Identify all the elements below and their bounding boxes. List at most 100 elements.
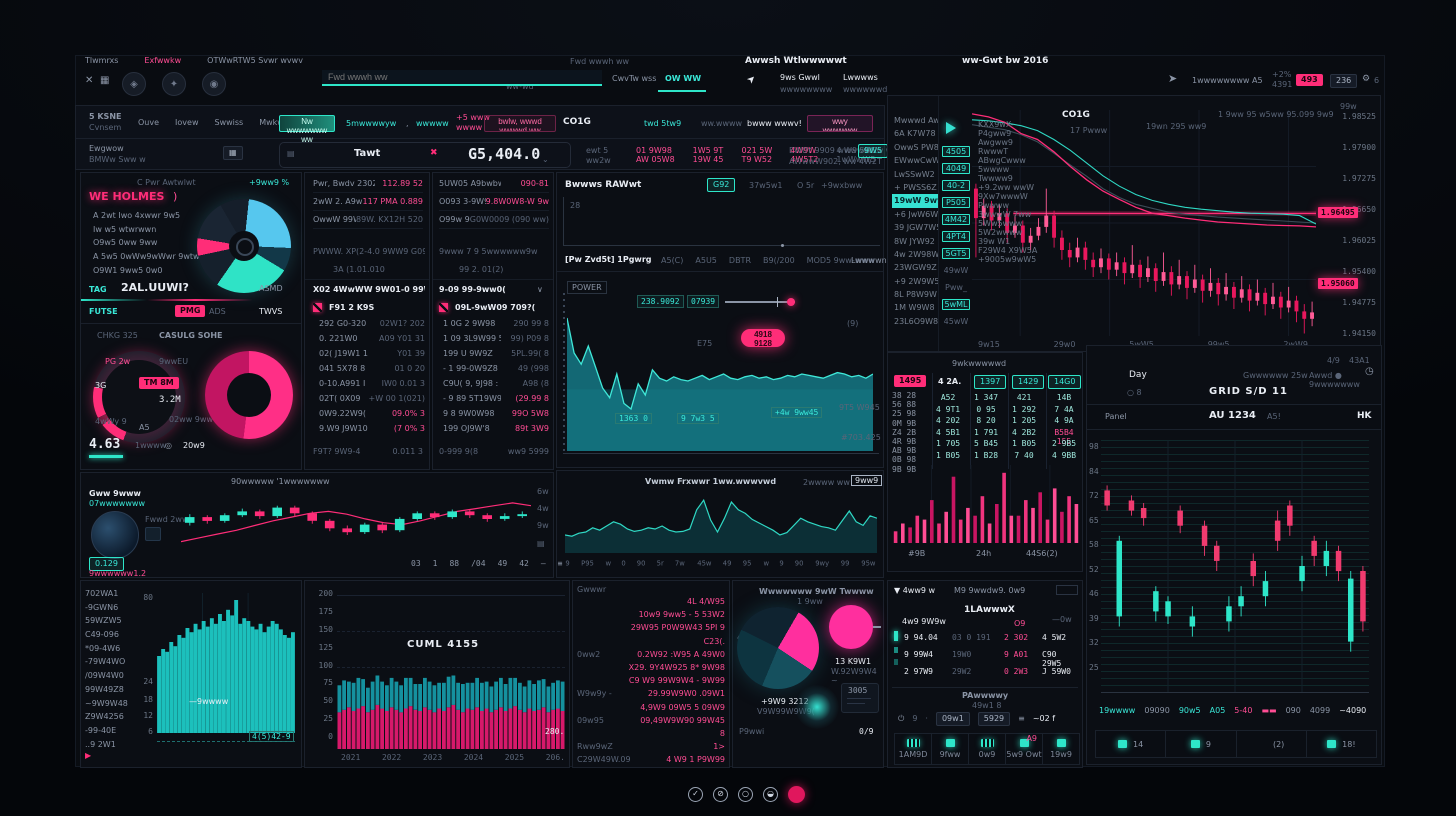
flow-tab[interactable]: A5(C) — [661, 256, 684, 265]
interval-badge[interactable]: 49wW — [943, 266, 969, 275]
dock-icon-4[interactable]: ◒ — [763, 787, 778, 802]
interval-badge[interactable]: 4M42 — [942, 214, 970, 225]
top-menu-item[interactable]: Tlwmrxs — [85, 56, 119, 65]
flow-tab[interactable]: A5U5 — [695, 256, 717, 265]
list-item[interactable]: 1 0G 2 9W98 290 99 8 — [443, 319, 549, 328]
count-badge[interactable]: 236 — [1330, 74, 1358, 88]
watchlist-item[interactable]: -79W4WO — [85, 657, 126, 667]
legend-item[interactable]: 090 — [1285, 706, 1301, 715]
strategy-link[interactable]: 5mwwwwyw — [346, 119, 397, 128]
watchlist-item[interactable]: +9 2W9W5 — [894, 276, 938, 286]
interval-badge[interactable]: 5wML — [942, 299, 970, 310]
watchlist-item[interactable]: -99-40E — [85, 725, 117, 735]
trades-header-box[interactable] — [1056, 585, 1078, 595]
watchlist-item[interactable]: Mwwwd Aww — [894, 116, 938, 125]
legend-item[interactable]: 90w5 — [1178, 706, 1201, 715]
watchlist-item[interactable]: Z9W4256 — [85, 712, 124, 722]
legend-item[interactable]: A05 — [1209, 706, 1226, 715]
list-item[interactable]: 199 OJ9W'8 89t 3W9 — [443, 424, 549, 433]
watchlist-item[interactable]: 99W49Z8 — [85, 684, 124, 694]
send-icon[interactable]: ➤ — [1168, 72, 1178, 85]
list-item[interactable]: 292 G0-320 02W1? 202 — [319, 319, 425, 328]
watchlist-item[interactable]: -9GWN6 — [85, 602, 119, 612]
watchlist-item[interactable]: *09-4W6 — [85, 643, 121, 653]
grid-icon[interactable]: ▦ — [100, 75, 110, 86]
clock-icon[interactable]: ◷ — [1365, 366, 1374, 377]
watchlist-item[interactable]: 1M W9W8 — [894, 303, 935, 313]
watchlist-item[interactable]: C49-096 — [85, 630, 119, 640]
toolbar-segment[interactable]: 14 — [1096, 731, 1167, 757]
tab-active[interactable]: OW WW — [665, 74, 702, 83]
trades-filter[interactable]: 4ww9 w — [902, 586, 936, 595]
watchlist-item[interactable]: 59WZW5 — [85, 616, 122, 626]
list-item[interactable]: 1 09 3L9W99 5 99) P09 8 — [443, 334, 549, 343]
watchlist-item[interactable]: 6A K7W78 — [894, 129, 936, 139]
new-preset-button[interactable]: Nw wwwwwww ww — [279, 115, 335, 144]
slider-icon[interactable]: ≡ — [1018, 714, 1025, 724]
toolbar-segment[interactable]: 18! — [1307, 731, 1376, 757]
watchlist-item[interactable]: 8W JYW92 — [894, 236, 935, 246]
trade-row[interactable]: 9 99W4 19W0 9 A01 C90 29W5 — [904, 650, 1062, 668]
presets-link[interactable]: wwwww — [416, 119, 449, 128]
list-item[interactable]: 9 8 9W0W98 99O 5W8 — [443, 409, 549, 418]
top-menu-item[interactable]: Exfwwkw — [144, 56, 182, 65]
toolbar-segment[interactable]: 0w9 — [969, 734, 1006, 764]
symbol-box[interactable]: ▤ Tawt ✖ G5,404.0 ⌄ — [279, 142, 571, 168]
depth-header-0[interactable]: 1495 — [894, 375, 927, 387]
interval-badge[interactable]: 5GT5 — [942, 248, 970, 259]
close-icon[interactable]: ✕ — [85, 75, 94, 86]
coin-icon[interactable]: ◉ — [202, 72, 226, 96]
toolbar-segment[interactable]: (2) — [1237, 731, 1307, 757]
ledger-label[interactable]: Lwwwws — [843, 73, 878, 82]
watchlist-item[interactable]: ..9 2W1 — [85, 739, 116, 749]
grid-icons[interactable]: ○ 8 — [1127, 388, 1142, 397]
watchlist-item[interactable]: 19wW 9w91 — [892, 194, 938, 208]
list-item[interactable]: 199 U 9W9Z 5PL.99( 8 — [443, 349, 549, 358]
trades-button-2[interactable]: 5929 — [977, 712, 1011, 726]
goal-label[interactable]: 9ws Gwwl — [780, 73, 820, 82]
list-item[interactable]: 02( J19W1 1 Y01 39 — [319, 349, 425, 358]
dock-icon-3[interactable]: ○ — [738, 787, 753, 802]
legend-item[interactable]: 19wwww — [1099, 706, 1136, 715]
trades-button-1[interactable]: 09w1 — [935, 712, 970, 726]
flow-tab-right[interactable]: Lwwwwn — [851, 256, 887, 265]
toolbar-segment[interactable]: A9 5w9 Owt — [1006, 734, 1043, 764]
watchlist-item[interactable]: + PWSS6Z — [894, 182, 937, 192]
trade-row[interactable]: 2 97W9 29W2 0 2W3 J 59W0 — [904, 667, 1071, 676]
coin-icon[interactable]: ✦ — [162, 72, 186, 96]
grid-toggle[interactable]: Awwd ● 9wwwwwww — [1309, 371, 1360, 390]
watchlist-item[interactable]: 702WA1 — [85, 589, 119, 598]
nav-menu-item[interactable]: Mwkwvd — [259, 118, 294, 127]
watchlist-item[interactable]: 4w 2W98W — [894, 249, 938, 259]
interval-badge[interactable]: 4505 — [942, 146, 970, 157]
legend-item[interactable]: 09090 — [1144, 706, 1170, 715]
list-item[interactable]: 02T( 0X09 +W 00 1(021) — [319, 394, 425, 403]
caret-down-icon[interactable]: ⌄ — [542, 155, 549, 164]
list-item[interactable]: - 9 89 5T19W98 (29.99 8 — [443, 394, 549, 403]
list-item[interactable]: 041 5X78 8 01 0 20 — [319, 364, 425, 373]
power-icon[interactable]: ⏻ — [898, 714, 905, 724]
baseline-button[interactable]: bwlw, wwwd wwwwd ww — [484, 115, 556, 132]
watchlist-item[interactable]: LwSSwW2 — [894, 169, 935, 179]
chevron-down-icon[interactable]: ∨ — [537, 285, 543, 294]
ind-link[interactable]: twd 5tw9 — [644, 119, 682, 128]
interval-badge[interactable]: Pww_ — [945, 283, 967, 292]
watchlist-item[interactable]: 8L P8W9W — [894, 290, 937, 300]
watchlist-item[interactable]: +6 JwW6W4 — [894, 209, 938, 219]
list-item[interactable]: 0-10.A991 I IW0 0.01 3 — [319, 379, 425, 388]
slider-knob[interactable] — [787, 298, 795, 306]
strip-badge[interactable]: 0.129 — [89, 557, 124, 571]
list-item[interactable]: 9.W9 J9W10 (7 0% 3 — [319, 424, 425, 433]
flow-tab[interactable]: DBTR — [728, 256, 751, 265]
watchlist-item[interactable]: ~9W9W48 — [85, 698, 128, 708]
volume-badge[interactable]: 9ww9 — [851, 475, 883, 487]
interval-badge[interactable]: 4PT4 — [942, 231, 970, 242]
layout-icon[interactable]: ▦ — [223, 146, 243, 160]
watchlist-item[interactable]: 23WGW9Z — [894, 263, 937, 273]
interval-badge[interactable]: 4049 — [942, 163, 970, 174]
dock-icon-1[interactable]: ✓ — [688, 787, 703, 802]
tab-custom[interactable]: CwvTw wss — [612, 74, 657, 83]
nav-menu-item[interactable]: Ouve — [138, 118, 160, 127]
depth-header-1[interactable]: 4 2A. — [938, 377, 962, 386]
list-item[interactable]: 0W9.22W9(09.0% 3 — [319, 409, 425, 418]
